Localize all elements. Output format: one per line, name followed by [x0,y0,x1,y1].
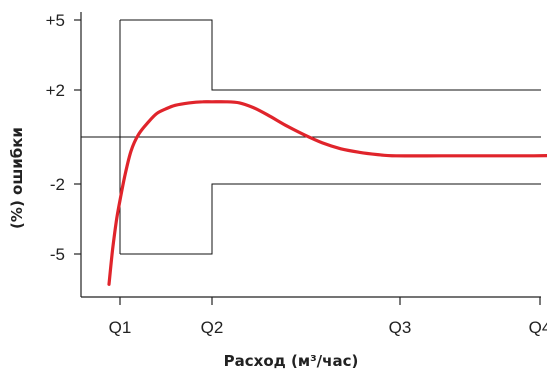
y-tick-label: -5 [50,245,65,264]
x-tick-label: Q4 [529,318,547,337]
x-axis-title: Расход (м³/час) [224,352,359,370]
y-tick-label: -2 [50,175,65,194]
error-envelope [81,19,541,255]
lower-error-limit [120,183,541,255]
x-tick-label: Q3 [389,318,412,337]
x-tick-label: Q2 [201,318,224,337]
tick-labels: +5 +2 -2 -5 Q1 Q2 Q3 Q4 [46,11,547,337]
series-layer [107,100,547,286]
y-tick-label: +5 [46,11,65,30]
upper-error-limit [120,19,541,91]
y-tick-label: +2 [46,81,65,100]
x-tick-label: Q1 [109,318,132,337]
axes [74,12,541,305]
error-curve-series-0 [107,100,547,286]
y-axis-title: (%) ошибки [8,127,26,229]
